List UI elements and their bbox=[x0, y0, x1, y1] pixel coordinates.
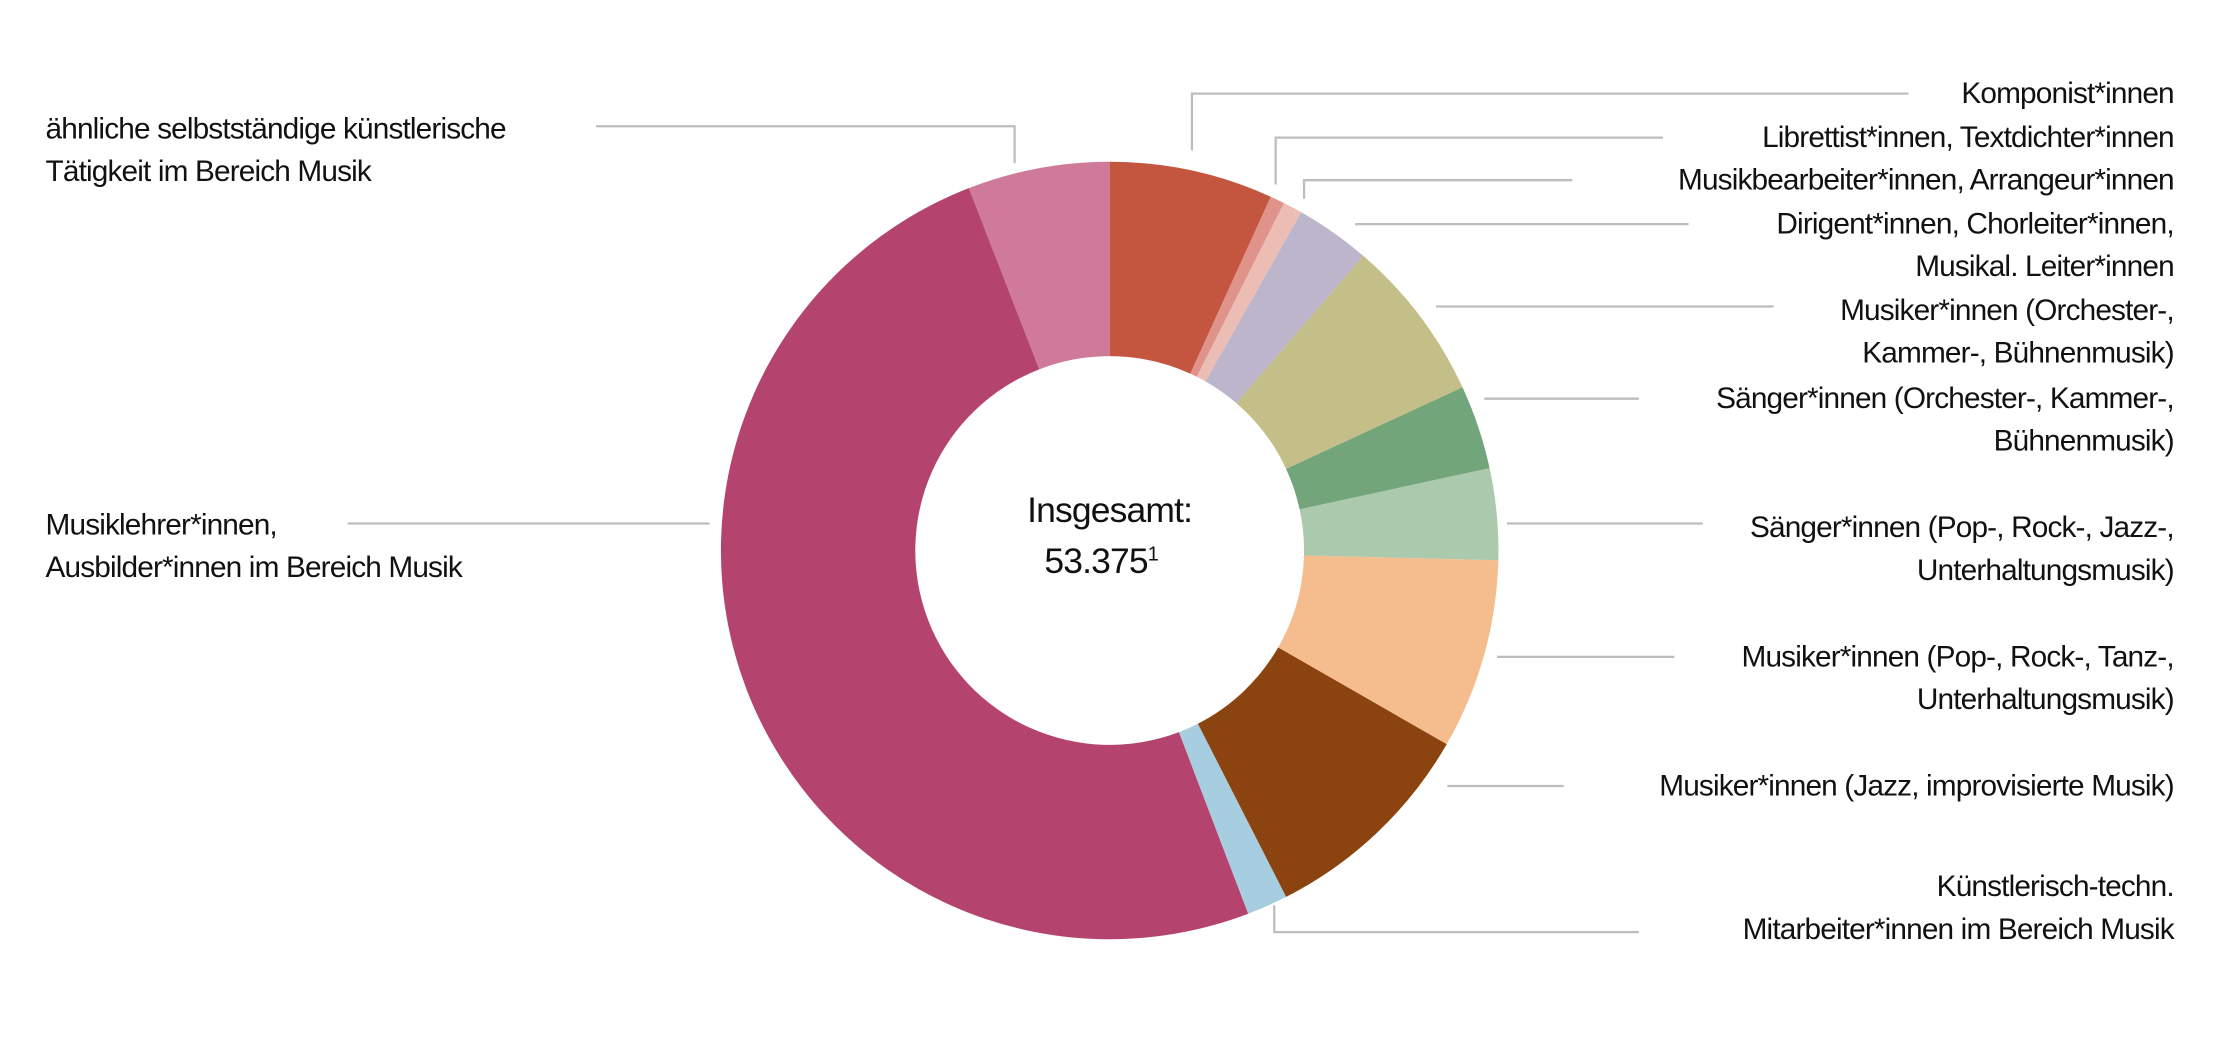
donut-slice bbox=[1278, 555, 1499, 745]
slice-label: ähnliche selbstständige künstlerische Tät… bbox=[46, 112, 506, 188]
leader-line bbox=[596, 125, 1016, 164]
slice-label: Sänger*innen (Orchester-, Kammer-, Bühnen… bbox=[1716, 382, 2174, 458]
slice-label: Librettist*innen, Textdichter*innen bbox=[1762, 121, 2174, 154]
leader-line bbox=[1190, 92, 1909, 151]
leader-line bbox=[1274, 136, 1664, 185]
total-text: 53.3751 bbox=[1044, 541, 1158, 581]
leader-line bbox=[1302, 179, 1573, 199]
donut-slice bbox=[1299, 468, 1499, 561]
donut-slice bbox=[1196, 203, 1302, 382]
donut-slice bbox=[1178, 723, 1287, 914]
footnote: 1 bbox=[1148, 543, 1159, 565]
donut-slice bbox=[1286, 387, 1490, 510]
slice-label: Künstlerisch-techn. Mitarbeiter*innen im … bbox=[1743, 870, 2175, 946]
donut-slice bbox=[1236, 255, 1463, 469]
slice-label: Dirigent*innen, Chorleiter*innen, Musikal… bbox=[1776, 207, 2173, 283]
slice-label: Sänger*innen (Pop-, Rock-, Jazz-, Unterha… bbox=[1750, 511, 2174, 587]
slice-label: Musikbearbeiter*innen, Arrangeur*innen bbox=[1678, 163, 2174, 196]
donut-slice bbox=[1197, 647, 1447, 897]
slice-label: Komponist*innen bbox=[1961, 77, 2173, 110]
leader-line bbox=[1273, 905, 1639, 934]
donut-slice bbox=[968, 161, 1110, 370]
donut-slice bbox=[720, 188, 1249, 940]
donut-slice bbox=[1109, 161, 1271, 374]
slice-label: Musiklehrer*innen, Ausbilder*innen im Ber… bbox=[46, 508, 463, 584]
slice-label: Musiker*innen (Orchester-, Kammer-, Bühne… bbox=[1840, 294, 2174, 370]
slice-label: Musiker*innen (Jazz, improvisierte Musik… bbox=[1659, 769, 2174, 802]
center-label: Insgesamt: bbox=[1027, 490, 1192, 530]
total: 53.375 bbox=[1044, 541, 1148, 581]
donut-slice bbox=[1205, 212, 1364, 404]
slice-label: Musiker*innen (Pop-, Rock-, Tanz-, Unterh… bbox=[1741, 640, 2173, 716]
donut-slice bbox=[1190, 196, 1284, 377]
